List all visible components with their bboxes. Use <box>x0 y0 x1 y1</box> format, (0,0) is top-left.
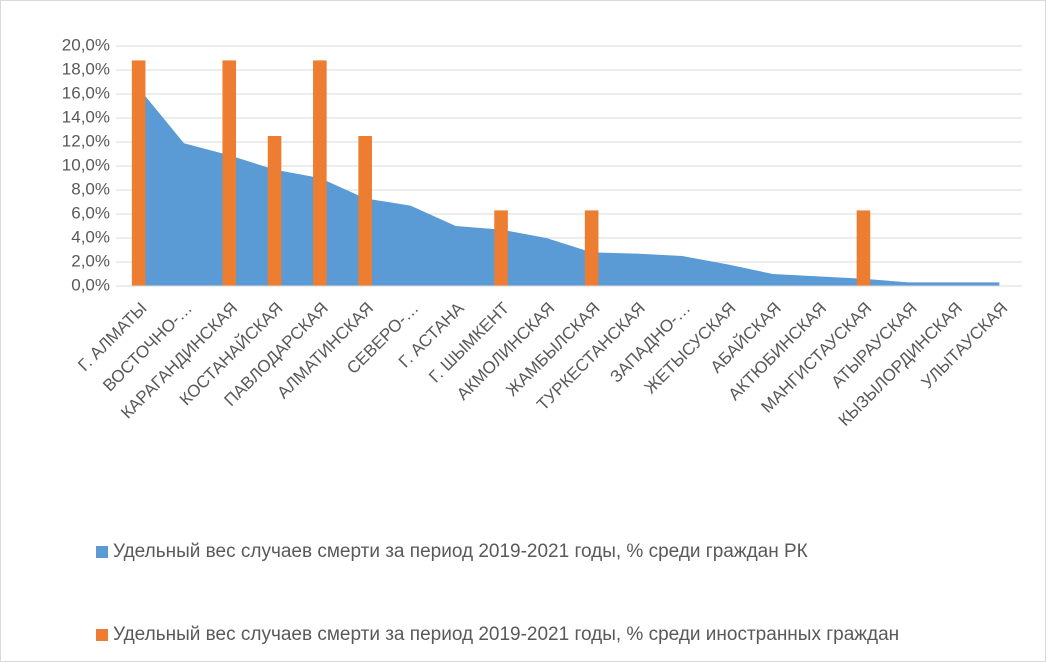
bar <box>267 136 282 286</box>
bar <box>494 210 508 286</box>
legend-entry: Удельный вес случаев смерти за период 20… <box>96 540 996 564</box>
chart: 0,0% 2,0% 4,0% 6,0% 8,0% 10,0% 12,0% 14,0% 16,0%… <box>62 35 1022 430</box>
y-tick-label: 10,0% <box>62 155 110 174</box>
legend-swatch <box>96 546 108 558</box>
legend-entry: Удельный вес случаев смерти за период 20… <box>96 623 996 647</box>
legend-label: Удельный вес случаев смерти за период 20… <box>113 541 808 562</box>
bar <box>313 60 327 287</box>
bar <box>584 210 599 286</box>
legend-label: Удельный вес случаев смерти за период 20… <box>113 624 900 645</box>
y-tick-label: 2,0% <box>71 251 110 270</box>
y-tick-label: 18,0% <box>62 59 110 78</box>
y-tick-label: 14,0% <box>62 107 110 126</box>
y-tick-label: 6,0% <box>71 203 110 222</box>
area <box>138 88 1000 286</box>
y-tick-label: 8,0% <box>71 179 110 198</box>
y-tick-label: 20,0% <box>62 35 110 54</box>
y-tick-label: 4,0% <box>71 227 110 246</box>
bar <box>856 210 871 286</box>
y-tick-label: 12,0% <box>62 131 110 150</box>
legend-swatch <box>96 629 108 641</box>
bar <box>222 60 237 287</box>
bar <box>358 136 372 286</box>
bar <box>131 60 146 287</box>
y-tick-label: 0,0% <box>71 275 110 294</box>
y-tick-label: 16,0% <box>62 83 110 102</box>
